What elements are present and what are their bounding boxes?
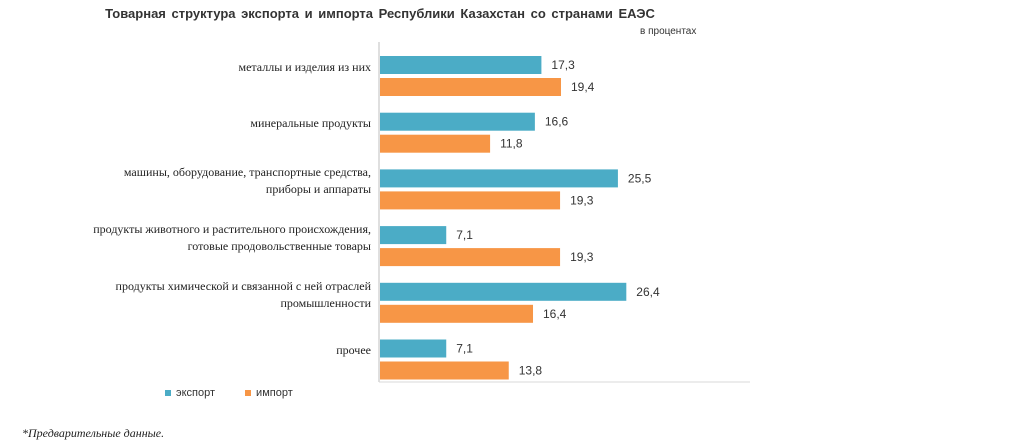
bar-import-5: [380, 361, 509, 380]
category-label-2: машины, оборудование, транспортные средс…: [124, 164, 371, 198]
category-label-1: минеральные продукты: [250, 115, 371, 132]
data-label-export-3: 7,1: [456, 228, 473, 242]
category-label-line: промышленности: [280, 295, 371, 310]
bar-export-4: [380, 282, 627, 301]
chart-title: Товарная структура экспорта и импорта Ре…: [105, 6, 655, 21]
category-label-line: продукты животного и растительного проис…: [93, 222, 371, 237]
bar-export-5: [380, 339, 447, 358]
bar-export-2: [380, 169, 618, 188]
bar-import-0: [380, 78, 562, 96]
bar-import-2: [380, 191, 561, 210]
category-label-line: прочее: [336, 343, 371, 357]
category-label-line: готовые продовольственные товары: [187, 239, 371, 254]
category-label-4: продукты химической и связанной с ней от…: [116, 278, 371, 312]
category-label-line: приборы и аппараты: [265, 182, 371, 197]
bar-export-3: [380, 226, 447, 245]
legend-item-import: импорт: [245, 387, 293, 399]
data-label-import-4: 16,4: [543, 307, 567, 321]
legend-label-import: импорт: [256, 387, 293, 399]
legend-item-export: экспорт: [165, 387, 215, 399]
data-label-import-3: 19,3: [570, 250, 594, 264]
footnote: *Предварительные данные.: [22, 426, 165, 440]
category-label-line: машины, оборудование, транспортные средс…: [123, 165, 371, 180]
category-label-3: продукты животного и растительного проис…: [93, 221, 371, 255]
category-label-5: прочее: [336, 342, 371, 359]
bar-export-0: [380, 56, 542, 74]
data-label-export-1: 16,6: [545, 115, 569, 129]
bar-import-1: [380, 134, 491, 153]
category-label-0: металлы и изделия из них: [238, 59, 371, 76]
legend-swatch-import: [245, 390, 252, 396]
category-label-line: металлы и изделия из них: [238, 59, 371, 74]
bar-import-4: [380, 304, 534, 323]
bar-export-1: [380, 112, 535, 131]
category-label-line: продукты химической и связанной с ней от…: [115, 278, 371, 293]
data-label-export-5: 7,1: [456, 342, 473, 356]
chart-subtitle: в процентах: [640, 26, 697, 37]
bar-import-3: [380, 248, 561, 267]
data-label-import-1: 11,8: [500, 137, 523, 151]
data-label-export-0: 17,3: [551, 58, 575, 72]
data-label-export-4: 26,4: [636, 285, 660, 299]
category-label-line: минеральные продукты: [250, 116, 371, 131]
legend: экспорт импорт: [165, 387, 293, 399]
data-label-import-5: 13,8: [519, 364, 543, 378]
legend-label-export: экспорт: [176, 387, 216, 399]
data-label-export-2: 25,5: [628, 171, 652, 185]
legend-swatch-export: [165, 390, 171, 396]
data-label-import-0: 19,4: [571, 80, 595, 94]
data-label-import-2: 19,3: [570, 193, 594, 207]
